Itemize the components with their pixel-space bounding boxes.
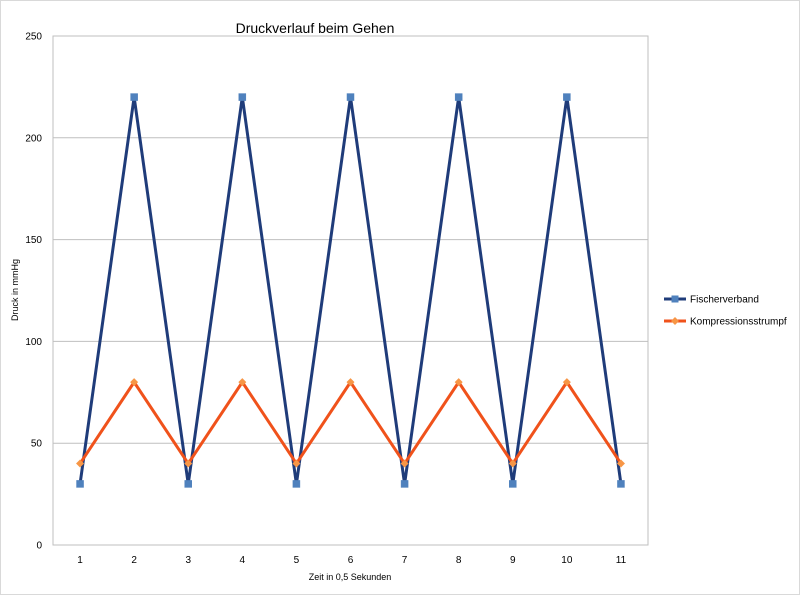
y-tick-label: 150 bbox=[25, 235, 42, 246]
x-tick-label: 10 bbox=[561, 555, 573, 566]
data-point-2 bbox=[508, 459, 517, 468]
data-point-1 bbox=[346, 93, 355, 101]
x-tick-label: 1 bbox=[77, 555, 83, 566]
data-point-1 bbox=[400, 480, 409, 488]
legend-marker-2 bbox=[671, 317, 679, 325]
data-point-2 bbox=[76, 459, 85, 468]
y-tick-label: 50 bbox=[31, 439, 43, 450]
data-point-1 bbox=[292, 480, 301, 488]
data-point-1 bbox=[509, 480, 517, 488]
x-tick-label: 7 bbox=[402, 555, 408, 566]
data-point-2 bbox=[184, 459, 193, 468]
y-tick-label: 100 bbox=[25, 337, 42, 348]
x-tick-label: 9 bbox=[510, 555, 516, 566]
data-point-2 bbox=[130, 378, 139, 387]
data-point-2 bbox=[616, 459, 625, 468]
data-point-1 bbox=[130, 93, 138, 101]
x-tick-label: 6 bbox=[348, 555, 354, 566]
data-point-1 bbox=[617, 480, 625, 488]
data-point-2 bbox=[562, 378, 571, 387]
plot-area bbox=[52, 35, 649, 546]
x-axis-ticks: 1 2 3 4 5 6 7 8 9 10 11 bbox=[77, 555, 626, 566]
series-group bbox=[76, 93, 625, 488]
x-tick-label: 4 bbox=[240, 555, 246, 566]
y-axis-label: Druck in mmHg bbox=[10, 259, 20, 321]
y-tick-label: 200 bbox=[25, 133, 42, 144]
data-point-1 bbox=[238, 93, 247, 101]
x-tick-label: 3 bbox=[185, 555, 191, 566]
legend: Fischerverband Kompressionsstrumpf bbox=[664, 295, 787, 328]
x-tick-label: 11 bbox=[616, 555, 627, 566]
y-tick-label: 250 bbox=[25, 32, 42, 43]
x-tick-label: 5 bbox=[294, 555, 300, 566]
legend-label: Kompressionsstrumpf bbox=[690, 317, 787, 328]
chart-title: Druckverlauf beim Gehen bbox=[236, 20, 395, 36]
data-point-1 bbox=[184, 480, 192, 488]
data-point-2 bbox=[346, 378, 355, 387]
gridlines bbox=[53, 137, 648, 444]
legend-marker-1 bbox=[671, 295, 679, 303]
data-point-2 bbox=[238, 378, 247, 387]
data-point-1 bbox=[76, 480, 84, 488]
data-point-2 bbox=[400, 459, 409, 468]
data-point-2 bbox=[292, 459, 301, 468]
data-point-1 bbox=[454, 93, 463, 101]
y-tick-label: 0 bbox=[36, 541, 42, 552]
x-tick-label: 8 bbox=[456, 555, 462, 566]
data-point-2 bbox=[454, 378, 463, 387]
x-tick-label: 2 bbox=[131, 555, 137, 566]
x-axis-label: Zeit in 0,5 Sekunden bbox=[309, 572, 392, 582]
data-point-1 bbox=[563, 93, 571, 101]
y-axis-ticks: 0 50 100 150 200 250 bbox=[25, 32, 42, 552]
legend-label: Fischerverband bbox=[690, 295, 759, 306]
